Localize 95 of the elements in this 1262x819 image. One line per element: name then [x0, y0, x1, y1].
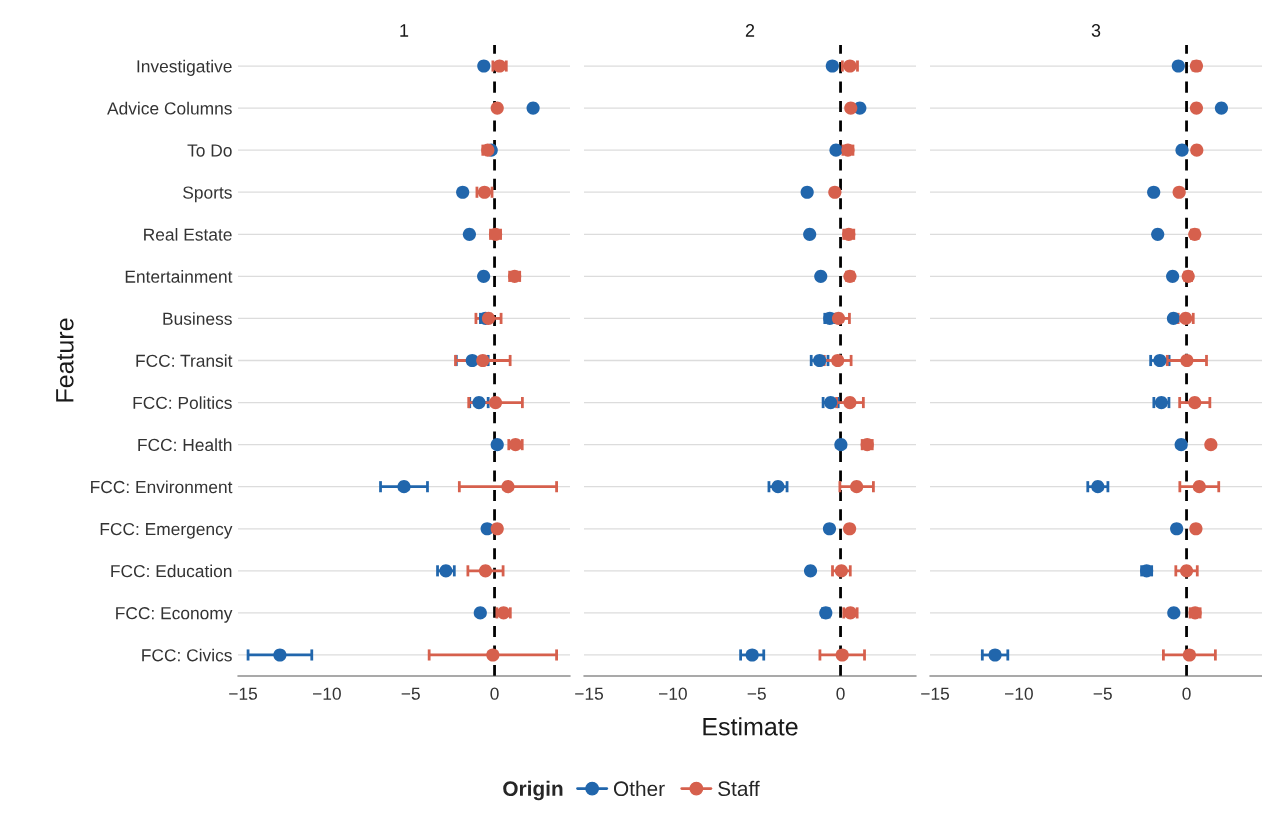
- point: [477, 59, 491, 73]
- point: [1167, 606, 1181, 620]
- y-tick-label: Entertainment: [125, 270, 233, 283]
- x-tick-label: −15: [229, 687, 258, 700]
- x-tick-label: −10: [1005, 687, 1033, 700]
- legend-title: Origin: [503, 780, 563, 801]
- x-tick-label: 0: [1182, 687, 1191, 700]
- point: [813, 353, 827, 368]
- point: [835, 648, 849, 662]
- point: [273, 648, 287, 662]
- y-tick-label: FCC: Transit: [136, 354, 233, 367]
- point: [397, 480, 411, 494]
- x-tick-label: −15: [575, 687, 604, 700]
- point: [803, 564, 818, 578]
- point: [462, 227, 476, 241]
- point: [1179, 564, 1194, 578]
- point: [1204, 438, 1218, 452]
- point: [844, 101, 858, 115]
- point: [477, 269, 491, 283]
- point: [1189, 522, 1203, 536]
- point: [834, 438, 848, 452]
- point: [486, 648, 500, 662]
- point: [488, 395, 503, 410]
- point: [1190, 143, 1204, 157]
- x-tick-label: 0: [836, 687, 845, 700]
- y-tick-label: Business: [163, 312, 232, 325]
- point: [843, 395, 857, 410]
- y-tick-label: FCC: Education: [111, 564, 232, 578]
- point: [1151, 227, 1165, 241]
- x-tick-label: −5: [401, 687, 420, 700]
- point: [1192, 480, 1206, 494]
- point: [829, 143, 843, 157]
- y-tick-label: FCC: Health: [138, 438, 232, 452]
- point: [822, 522, 837, 536]
- legend-label: Other: [613, 780, 665, 797]
- point: [478, 564, 493, 578]
- point: [831, 311, 846, 326]
- point: [1166, 269, 1180, 283]
- y-tick-label: Sports: [183, 186, 232, 203]
- point: [745, 648, 759, 662]
- point: [803, 227, 817, 241]
- point: [476, 353, 490, 368]
- y-tick-label: FCC: Politics: [133, 396, 232, 410]
- point: [1170, 522, 1184, 536]
- chart-title: 2: [745, 24, 755, 37]
- point: [1174, 438, 1188, 452]
- point: [825, 59, 839, 73]
- point: [831, 353, 845, 368]
- point: [473, 606, 487, 620]
- point: [1166, 311, 1181, 326]
- x-tick-label: −10: [313, 687, 341, 700]
- point: [834, 564, 848, 578]
- point: [1214, 101, 1229, 115]
- y-tick-label: Advice Columns: [107, 101, 232, 115]
- y-tick-label: FCC: Civics: [142, 648, 232, 662]
- y-tick-label: FCC: Environment: [91, 480, 233, 494]
- y-tick-label: FCC: Emergency: [100, 522, 233, 539]
- y-tick-label: FCC: Economy: [116, 607, 233, 623]
- x-tick-label: −5: [747, 687, 766, 700]
- point: [501, 480, 515, 494]
- x-axis-title: Estimate: [703, 717, 798, 736]
- point: [843, 522, 857, 536]
- y-tick-label: Investigative: [137, 59, 232, 76]
- legend-label: Staff: [718, 780, 760, 797]
- point: [1153, 353, 1167, 368]
- y-axis-title: Feature: [56, 318, 74, 402]
- point: [490, 522, 504, 536]
- point: [814, 269, 828, 283]
- point: [1188, 395, 1202, 410]
- point: [1180, 353, 1194, 368]
- chart-title: 3: [1091, 24, 1101, 37]
- point: [828, 185, 842, 199]
- y-tick-label: To Do: [187, 144, 232, 157]
- x-tick-label: 0: [490, 687, 499, 700]
- x-tick-label: −5: [1093, 687, 1112, 700]
- y-tick-label: Real Estate: [144, 228, 232, 241]
- point: [1172, 185, 1186, 199]
- point: [771, 480, 785, 494]
- point: [1171, 59, 1185, 73]
- point: [1189, 101, 1204, 115]
- point: [800, 185, 814, 199]
- point: [988, 648, 1002, 662]
- point: [1175, 143, 1189, 157]
- point: [472, 395, 486, 410]
- chart-title: 1: [400, 24, 409, 37]
- point: [456, 185, 470, 199]
- x-tick-label: −10: [659, 687, 687, 700]
- point: [490, 101, 504, 115]
- point: [1147, 185, 1161, 199]
- point: [1182, 648, 1196, 662]
- point: [850, 480, 864, 494]
- point: [526, 101, 540, 115]
- x-tick-label: −15: [921, 687, 950, 700]
- point: [1091, 480, 1105, 494]
- point: [490, 438, 504, 452]
